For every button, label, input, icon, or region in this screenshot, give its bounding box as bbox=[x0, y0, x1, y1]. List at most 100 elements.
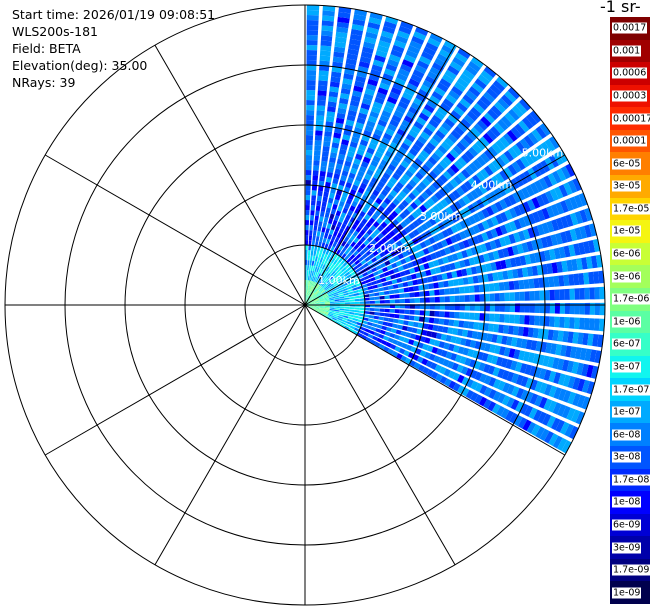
range-gate bbox=[394, 294, 400, 299]
range-gate bbox=[573, 243, 581, 256]
range-gate bbox=[532, 211, 541, 223]
range-gate bbox=[422, 343, 429, 351]
range-gate bbox=[367, 333, 374, 339]
range-gate bbox=[305, 210, 310, 216]
range-gate bbox=[306, 60, 317, 66]
range-gate bbox=[495, 156, 506, 168]
range-gate bbox=[470, 380, 479, 390]
range-gate bbox=[449, 311, 455, 319]
range-gate bbox=[516, 243, 524, 254]
range-gate bbox=[370, 232, 377, 239]
range-gate bbox=[379, 295, 385, 300]
range-gate bbox=[421, 108, 432, 118]
range-gate bbox=[434, 364, 442, 373]
colorbar-tick-label: 0.0001 bbox=[612, 135, 648, 147]
range-gate bbox=[333, 312, 339, 316]
range-gate bbox=[400, 220, 408, 228]
range-gate bbox=[559, 289, 565, 301]
range-gate bbox=[454, 311, 460, 319]
range-gate bbox=[319, 280, 323, 285]
range-ring-label: 2.00km bbox=[369, 242, 411, 255]
range-gate bbox=[379, 262, 387, 269]
range-gate bbox=[398, 190, 407, 199]
range-gate bbox=[476, 155, 487, 167]
range-gate bbox=[501, 370, 510, 381]
range-gate bbox=[334, 127, 343, 134]
range-gate bbox=[306, 115, 315, 121]
range-ring-label: 1.00km bbox=[318, 274, 360, 287]
range-gate bbox=[485, 230, 494, 240]
range-gate bbox=[309, 301, 315, 304]
range-gate bbox=[536, 194, 545, 207]
data-rays bbox=[305, 5, 605, 454]
range-gate bbox=[450, 129, 462, 140]
range-gate bbox=[380, 244, 387, 251]
range-gate bbox=[314, 307, 320, 310]
range-gate bbox=[448, 343, 455, 352]
range-gate bbox=[504, 303, 510, 313]
range-gate bbox=[429, 95, 441, 105]
range-gate bbox=[534, 180, 544, 193]
range-gate bbox=[501, 335, 508, 345]
range-gate bbox=[336, 26, 349, 34]
range-gate bbox=[428, 207, 437, 217]
range-gate bbox=[308, 297, 312, 302]
range-gate bbox=[419, 291, 425, 297]
range-gate bbox=[474, 371, 483, 381]
range-gate bbox=[361, 206, 369, 214]
range-gate bbox=[502, 247, 510, 258]
range-gate bbox=[342, 165, 351, 172]
range-gate bbox=[553, 387, 562, 400]
range-gate bbox=[400, 160, 410, 169]
range-gate bbox=[344, 306, 350, 309]
range-gate bbox=[325, 176, 332, 183]
range-gate bbox=[374, 341, 381, 348]
range-gate bbox=[305, 175, 312, 181]
range-gate bbox=[371, 280, 377, 286]
range-gate bbox=[584, 224, 592, 238]
range-gate bbox=[498, 282, 505, 291]
range-gate bbox=[396, 353, 403, 360]
range-gate bbox=[338, 179, 346, 187]
range-gate bbox=[410, 73, 423, 83]
range-gate bbox=[313, 309, 319, 312]
range-gate bbox=[453, 200, 463, 210]
range-gate bbox=[428, 283, 434, 290]
range-gate bbox=[410, 201, 419, 210]
range-gate bbox=[368, 73, 380, 82]
range-gate bbox=[482, 132, 494, 144]
range-gate bbox=[395, 105, 407, 115]
range-gate bbox=[350, 262, 357, 269]
range-gate bbox=[415, 243, 423, 251]
range-gate bbox=[342, 207, 349, 214]
range-gate bbox=[487, 251, 495, 261]
range-gate bbox=[564, 423, 575, 437]
range-gate bbox=[525, 339, 533, 350]
range-gate bbox=[568, 317, 575, 329]
data-ray bbox=[305, 33, 443, 305]
colorbar-tick-label: 0.001 bbox=[612, 45, 642, 57]
range-gate bbox=[389, 119, 400, 128]
range-gate bbox=[416, 328, 423, 335]
range-gate bbox=[364, 328, 371, 333]
range-gate bbox=[392, 339, 399, 345]
range-gate bbox=[502, 324, 509, 334]
range-gate bbox=[536, 209, 546, 222]
range-gate bbox=[365, 278, 371, 284]
data-ray bbox=[305, 305, 579, 440]
range-gate bbox=[351, 23, 365, 32]
range-gate bbox=[409, 298, 415, 303]
range-gate bbox=[379, 300, 385, 304]
range-gate bbox=[444, 378, 452, 387]
range-gate bbox=[340, 283, 346, 288]
range-gate bbox=[407, 280, 414, 287]
range-gate bbox=[379, 82, 390, 91]
range-gate bbox=[335, 163, 343, 170]
range-gate bbox=[321, 20, 334, 27]
range-gate bbox=[329, 192, 335, 199]
range-gate bbox=[395, 240, 403, 247]
range-gate bbox=[444, 195, 453, 205]
range-gate bbox=[325, 227, 330, 234]
range-gate bbox=[334, 299, 340, 302]
range-gate bbox=[466, 110, 479, 122]
